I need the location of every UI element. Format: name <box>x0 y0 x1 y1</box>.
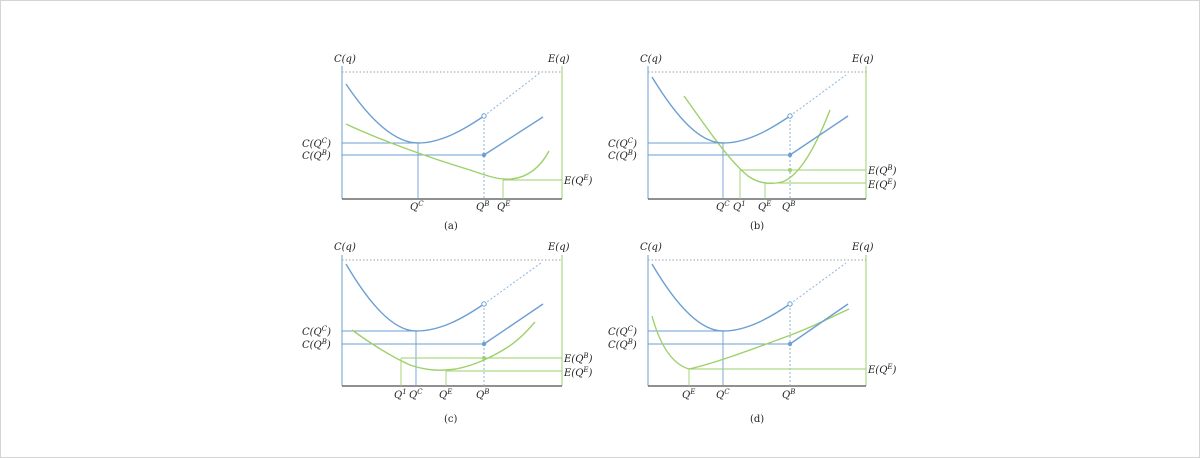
emission-curve <box>345 123 550 180</box>
cost-curve <box>651 263 791 332</box>
cost-curve-shifted <box>789 303 849 345</box>
panel-b: C(q) E(q) C(QC) C(QB) E(QB) E(QE) QC Q1 … <box>608 54 897 232</box>
tick-qb: QB <box>782 388 795 401</box>
axis-label-c: C(q) <box>334 242 356 253</box>
tick-cqc: C(QC) <box>302 325 331 338</box>
emission-curve <box>683 95 831 185</box>
filled-point <box>481 341 487 347</box>
green-point <box>482 356 486 360</box>
tick-cqb: C(QB) <box>302 149 331 162</box>
open-point <box>481 301 487 307</box>
open-point <box>787 301 793 307</box>
tick-q1: Q1 <box>394 388 407 401</box>
filled-point <box>481 152 487 158</box>
tick-qc: QC <box>410 200 424 213</box>
tick-qb: QB <box>782 200 795 213</box>
tick-q1: Q1 <box>733 200 746 213</box>
tick-eqe: E(QE) <box>867 178 897 191</box>
axis-label-c: C(q) <box>334 54 356 65</box>
tick-qb: QB <box>476 388 489 401</box>
axis-label-e: E(q) <box>547 242 570 253</box>
tick-qc: QC <box>716 200 730 213</box>
caption-c: (c) <box>444 414 458 425</box>
tick-cqc: C(QC) <box>302 137 331 150</box>
axis-label-e: E(q) <box>851 54 874 65</box>
tick-qb: QB <box>476 200 489 213</box>
cost-curve-extension <box>483 262 542 305</box>
tick-qe: QE <box>439 388 452 401</box>
axis-label-e: E(q) <box>851 242 874 253</box>
tick-cqc: C(QC) <box>608 137 637 150</box>
tick-eqe: E(QE) <box>563 366 593 379</box>
tick-qe: QE <box>497 200 510 213</box>
caption-d: (d) <box>750 414 764 425</box>
tick-cqb: C(QB) <box>608 338 637 351</box>
panel-c: C(q) E(q) C(QC) C(QB) E(QB) E(QE) Q1 QC … <box>302 242 593 425</box>
cost-curve-shifted <box>789 115 849 156</box>
filled-point <box>787 341 793 347</box>
cost-curve-shifted <box>483 116 544 156</box>
cost-curve <box>345 263 485 332</box>
caption-a: (a) <box>444 221 458 232</box>
tick-eqe: E(QE) <box>867 363 897 376</box>
tick-qe: QE <box>682 388 695 401</box>
filled-point <box>787 152 793 158</box>
tick-eqb: E(QB) <box>563 352 593 365</box>
emission-curve <box>651 308 850 370</box>
tick-cqb: C(QB) <box>302 338 331 351</box>
tick-eqb: E(QB) <box>867 164 897 177</box>
open-point <box>787 113 793 119</box>
axis-label-c: C(q) <box>640 54 662 65</box>
tick-cqb: C(QB) <box>608 149 637 162</box>
tick-qe: QE <box>758 200 771 213</box>
tick-qc: QC <box>409 388 423 401</box>
cost-curve-extension <box>789 74 847 117</box>
axis-label-c: C(q) <box>640 242 662 253</box>
axis-label-e: E(q) <box>547 54 570 65</box>
tick-eqe: E(QE) <box>563 174 593 187</box>
cost-curve <box>345 83 485 144</box>
cost-curve-shifted <box>483 303 544 345</box>
emission-curve <box>351 321 536 371</box>
cost-curve-extension <box>789 262 847 305</box>
cost-curve-extension <box>483 71 542 117</box>
open-point <box>481 113 487 119</box>
panel-d: C(q) E(q) C(QC) C(QB) E(QE) QE QC QB (d) <box>608 242 897 425</box>
cost-curve <box>651 76 791 144</box>
tick-qc: QC <box>716 388 730 401</box>
tick-cqc: C(QC) <box>608 325 637 338</box>
green-point <box>788 168 792 172</box>
caption-b: (b) <box>750 221 764 232</box>
panel-a: C(q) E(q) C(QC) C(QB) E(QE) QC QB QE (a) <box>302 54 593 232</box>
